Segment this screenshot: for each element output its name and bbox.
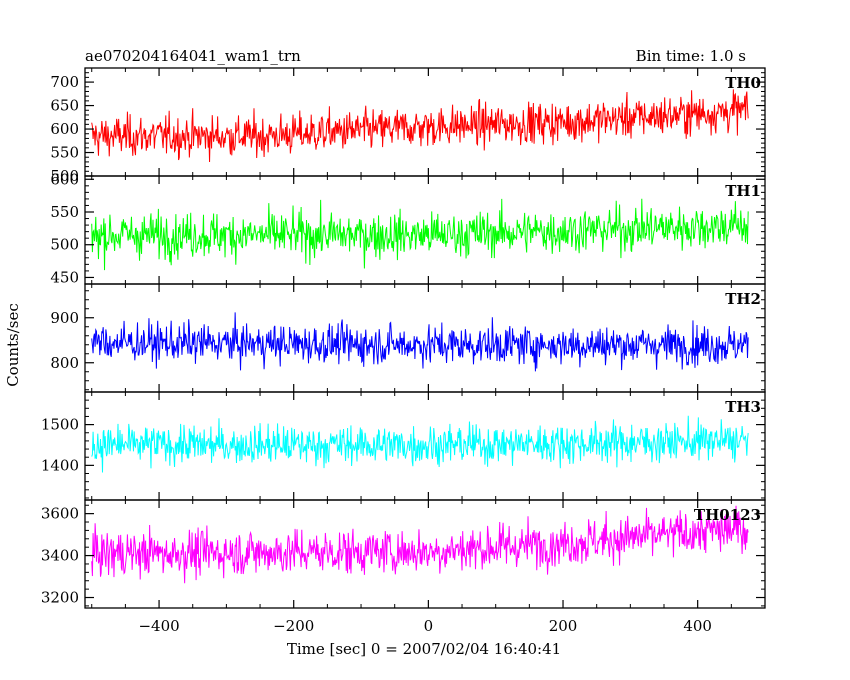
panel-th3: 1400 1500 TH3 xyxy=(41,391,766,501)
y-tick-label: 1500 xyxy=(41,416,79,434)
chart-title: ae070204164041_wam1_trn xyxy=(85,47,301,65)
series-line-th1 xyxy=(91,198,749,271)
x-tick-label: −400 xyxy=(138,617,179,635)
x-tick-label: 0 xyxy=(424,617,434,635)
panels-group: 500 550 600 650 700 TH0 450 500 550 600 TH1 800 900 T… xyxy=(41,67,766,609)
x-tick-label: −200 xyxy=(273,617,314,635)
panel-label: TH0 xyxy=(725,74,761,92)
panel-label: TH3 xyxy=(725,398,761,416)
panel-label: TH0123 xyxy=(694,506,761,524)
panel-label: TH2 xyxy=(725,290,761,308)
panel-th0123: 3200 3400 3600 TH0123 xyxy=(41,499,766,609)
panel-th2: 800 900 TH2 xyxy=(50,283,766,393)
panel-th0: 500 550 600 650 700 TH0 xyxy=(50,67,766,185)
y-tick-label: 500 xyxy=(50,167,79,185)
y-tick-label: 550 xyxy=(50,203,79,221)
y-tick-label: 800 xyxy=(50,354,79,372)
x-tick-label: 400 xyxy=(683,617,712,635)
panel-frame xyxy=(84,499,766,609)
y-tick-label: 700 xyxy=(50,73,79,91)
y-tick-label: 450 xyxy=(50,268,79,286)
x-tick-label: 200 xyxy=(549,617,578,635)
series-line-th3 xyxy=(91,415,749,473)
y-tick-label: 3600 xyxy=(41,505,79,523)
x-axis: −400 −200 0 200 400 xyxy=(138,617,712,635)
y-tick-label: 650 xyxy=(50,97,79,115)
y-tick-label: 900 xyxy=(50,309,79,327)
panel-label: TH1 xyxy=(725,182,761,200)
series-line-th0 xyxy=(91,89,749,162)
y-tick-label: 600 xyxy=(50,170,79,188)
bin-time-label: Bin time: 1.0 s xyxy=(636,47,746,65)
y-tick-label: 3400 xyxy=(41,547,79,565)
series-line-th0123 xyxy=(91,505,749,584)
y-tick-label: 600 xyxy=(50,120,79,138)
x-axis-label: Time [sec] 0 = 2007/02/04 16:40:41 xyxy=(287,640,561,658)
y-axis-label: Counts/sec xyxy=(4,303,22,387)
y-tick-label: 500 xyxy=(50,236,79,254)
panel-th1: 450 500 550 600 TH1 xyxy=(50,170,766,286)
y-tick-label: 1400 xyxy=(41,456,79,474)
y-tick-label: 550 xyxy=(50,144,79,162)
y-tick-label: 3200 xyxy=(41,589,79,607)
series-line-th2 xyxy=(91,312,749,372)
